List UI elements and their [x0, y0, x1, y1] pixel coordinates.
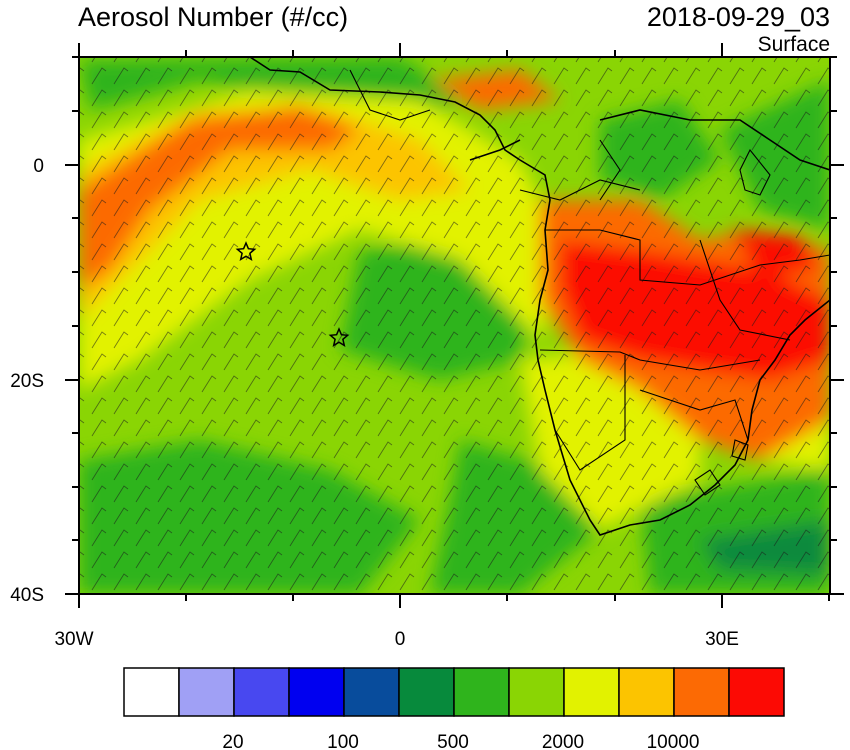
colorbar	[123, 667, 785, 717]
gulf-coast	[469, 139, 521, 161]
colorbar-label-2000: 2000	[542, 732, 584, 750]
colorbar-swatch	[453, 667, 510, 717]
map-title: Aerosol Number (#/cc)	[78, 2, 349, 32]
axis-ticks	[65, 43, 844, 608]
border-south-africa-north	[554, 355, 626, 471]
colorbar-swatch	[728, 667, 785, 717]
station-markers	[235, 241, 350, 347]
colorbar-swatch	[233, 667, 290, 717]
star-marker-st-helena	[328, 327, 350, 347]
border-west-africa	[349, 69, 431, 121]
colorbar-label-20: 20	[222, 732, 243, 750]
valid-datetime: 2018-09-29_03	[646, 2, 830, 32]
border-angola-zambia	[545, 229, 830, 286]
colorbar-swatch	[288, 667, 345, 717]
colorbar-swatch	[178, 667, 235, 717]
border-congo	[519, 179, 641, 201]
colorbar-label-10000: 10000	[647, 732, 700, 750]
x-tick-label-0: 0	[395, 629, 406, 650]
border-zimbabwe	[639, 389, 749, 441]
colorbar-label-100: 100	[327, 732, 359, 750]
border-namibia-botswana	[539, 349, 761, 371]
colorbar-swatch	[508, 667, 565, 717]
colorbar-swatch	[673, 667, 730, 717]
colorbar-labels: 20 100 500 2000 10000	[222, 732, 699, 750]
y-tick-label-40s: 40S	[10, 585, 44, 606]
colorbar-swatch	[343, 667, 400, 717]
vertical-level: Surface	[757, 33, 830, 56]
border-malawi-mozambique	[699, 239, 791, 341]
border-drc	[599, 139, 621, 201]
map-plot-area	[79, 57, 830, 594]
country-borders	[349, 69, 830, 496]
star-marker-ascension	[235, 241, 257, 261]
colorbar-swatch	[398, 667, 455, 717]
lesotho	[694, 469, 721, 496]
congo-region-outline	[599, 109, 830, 171]
colorbar-swatch	[563, 667, 620, 717]
lake-victoria	[739, 148, 771, 196]
y-tick-label-0: 0	[33, 156, 44, 177]
x-tick-label-30w: 30W	[54, 629, 93, 650]
eswatini	[731, 439, 749, 461]
colorbar-swatch	[123, 667, 180, 717]
y-tick-label-20s: 20S	[10, 371, 44, 392]
colorbar-label-500: 500	[437, 732, 469, 750]
x-tick-label-30e: 30E	[705, 629, 739, 650]
coastlines	[249, 57, 830, 536]
africa-coastline	[249, 57, 830, 536]
colorbar-swatch	[618, 667, 675, 717]
wind-barbs	[79, 57, 830, 594]
